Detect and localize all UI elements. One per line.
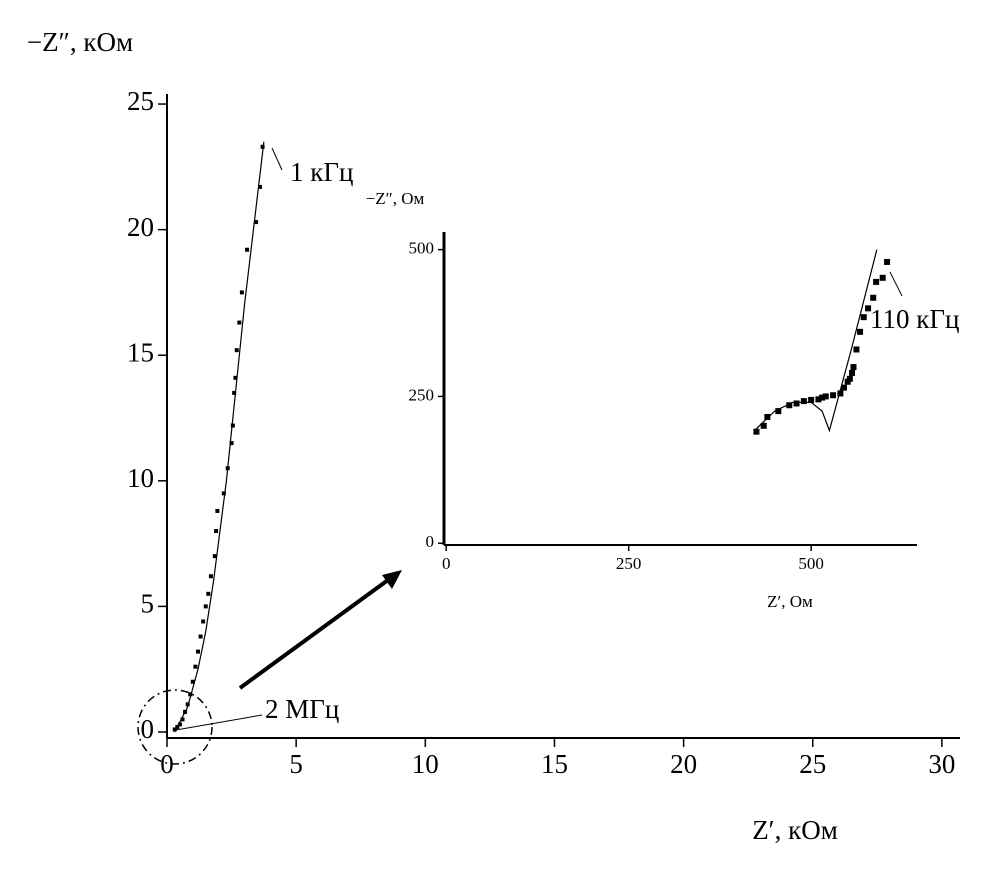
data-point xyxy=(257,184,262,189)
y-tick-label: 250 xyxy=(409,385,435,404)
y-tick-label: 20 xyxy=(127,212,154,242)
data-point xyxy=(865,305,872,312)
data-point xyxy=(853,346,860,353)
data-point xyxy=(873,278,880,285)
leader-line xyxy=(271,147,283,171)
y-tick-label: 10 xyxy=(127,463,154,493)
data-point xyxy=(239,290,244,295)
x-tick-label: 10 xyxy=(412,749,439,779)
data-point xyxy=(764,413,771,420)
data-point xyxy=(884,258,891,265)
x-axis-title: Z′, Ом xyxy=(767,592,813,611)
data-point xyxy=(221,491,226,496)
x-tick-label: 30 xyxy=(928,749,955,779)
data-point xyxy=(206,591,211,596)
data-point xyxy=(819,394,826,401)
x-tick-label: 0 xyxy=(442,554,451,573)
data-point xyxy=(203,604,208,609)
arrow-head xyxy=(382,570,402,589)
data-point xyxy=(753,428,760,435)
data-point xyxy=(760,422,767,429)
data-point xyxy=(260,144,265,149)
y-tick-label: 5 xyxy=(141,589,155,619)
data-point xyxy=(849,369,856,376)
x-axis-title: Z′, кОм xyxy=(752,815,838,845)
data-point xyxy=(232,390,237,395)
fit-line xyxy=(174,141,265,733)
fit-line xyxy=(755,249,878,433)
data-point xyxy=(208,574,213,579)
data-point xyxy=(188,692,193,697)
data-point xyxy=(822,393,829,400)
y-tick-label: 25 xyxy=(127,86,154,116)
data-point xyxy=(793,400,800,407)
x-tick-label: 0 xyxy=(160,749,174,779)
data-point xyxy=(215,508,220,513)
arrow-shaft xyxy=(238,578,390,690)
data-point xyxy=(837,390,844,397)
y-tick-label: 500 xyxy=(409,239,435,258)
data-point xyxy=(230,423,235,428)
data-point xyxy=(830,392,837,399)
zoom-circle xyxy=(137,689,213,765)
data-point xyxy=(254,220,259,225)
data-point xyxy=(201,619,206,624)
x-tick-label: 25 xyxy=(799,749,826,779)
data-point xyxy=(857,328,864,335)
y-axis-title: −Z″, кОм xyxy=(27,27,133,57)
data-point xyxy=(212,554,217,559)
data-point xyxy=(775,408,782,415)
data-point xyxy=(850,364,857,371)
data-point xyxy=(180,717,185,722)
data-point xyxy=(245,247,250,252)
annotation: 1 кГц xyxy=(290,157,353,187)
y-tick-label: 15 xyxy=(127,337,154,367)
data-point xyxy=(808,396,815,403)
annotation: 2 МГц xyxy=(265,694,339,724)
x-tick-label: 250 xyxy=(616,554,642,573)
data-point xyxy=(800,398,807,405)
y-tick-label: 0 xyxy=(141,714,155,744)
x-tick-label: 500 xyxy=(798,554,824,573)
data-point xyxy=(233,375,238,380)
y-axis-title: −Z″, Ом xyxy=(366,189,425,208)
data-point xyxy=(214,529,219,534)
data-point xyxy=(177,722,182,727)
data-point xyxy=(841,384,848,391)
x-tick-label: 15 xyxy=(541,749,568,779)
data-point xyxy=(234,348,239,353)
annotation: 110 кГц xyxy=(870,304,959,334)
x-tick-label: 5 xyxy=(289,749,303,779)
data-point xyxy=(815,396,822,403)
y-tick-label: 0 xyxy=(426,532,435,551)
data-point xyxy=(229,441,234,446)
data-point xyxy=(193,664,198,669)
data-point xyxy=(172,727,177,732)
data-point xyxy=(185,702,190,707)
data-point xyxy=(860,314,867,321)
data-point xyxy=(786,402,793,409)
data-point xyxy=(198,634,203,639)
leader-line xyxy=(889,271,903,297)
data-point xyxy=(190,679,195,684)
data-point xyxy=(195,649,200,654)
data-point xyxy=(846,375,853,382)
data-point xyxy=(879,274,886,281)
data-point xyxy=(237,320,242,325)
x-tick-label: 20 xyxy=(670,749,697,779)
leader-line xyxy=(175,714,263,731)
data-point xyxy=(870,294,877,301)
